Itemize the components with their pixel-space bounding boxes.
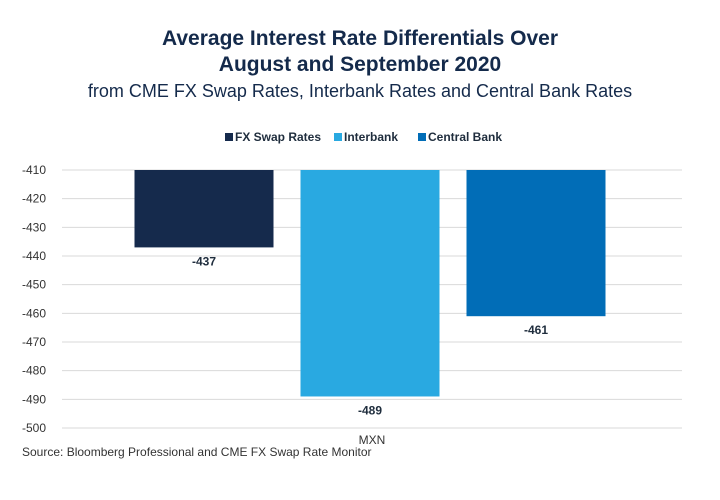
bars bbox=[134, 170, 606, 397]
y-tick-label: -410 bbox=[22, 163, 46, 177]
legend-swatch-interbank bbox=[334, 133, 342, 141]
legend: FX Swap Rates Interbank Central Bank bbox=[225, 130, 502, 144]
legend-label-central-bank: Central Bank bbox=[428, 130, 502, 144]
y-tick-label: -440 bbox=[22, 249, 46, 263]
y-tick-label: -420 bbox=[22, 192, 46, 206]
x-axis: MXN bbox=[359, 433, 386, 447]
y-tick-label: -430 bbox=[22, 220, 46, 234]
chart-title-line2: August and September 2020 bbox=[219, 53, 501, 76]
y-tick-label: -490 bbox=[22, 392, 46, 406]
data-label-fx-swap-rates: -437 bbox=[192, 254, 216, 268]
chart-subtitle: from CME FX Swap Rates, Interbank Rates … bbox=[88, 81, 632, 101]
chart-title-line1: Average Interest Rate Differentials Over bbox=[162, 27, 558, 50]
legend-label-interbank: Interbank bbox=[344, 130, 398, 144]
data-labels: -437 -489 -461 bbox=[192, 254, 548, 417]
source-note: Source: Bloomberg Professional and CME F… bbox=[22, 445, 372, 459]
data-label-central-bank: -461 bbox=[524, 323, 548, 337]
y-tick-label: -480 bbox=[22, 364, 46, 378]
legend-swatch-central-bank bbox=[418, 133, 426, 141]
x-category-label: MXN bbox=[359, 433, 386, 447]
bar-interbank bbox=[300, 170, 440, 397]
data-label-interbank: -489 bbox=[358, 403, 382, 417]
y-tick-label: -470 bbox=[22, 335, 46, 349]
y-tick-label: -460 bbox=[22, 306, 46, 320]
y-tick-label: -500 bbox=[22, 421, 46, 435]
y-tick-label: -450 bbox=[22, 278, 46, 292]
y-axis: -410 -420 -430 -440 -450 -460 -470 -480 -490 -500 bbox=[22, 163, 46, 435]
legend-swatch-fx-swap bbox=[225, 133, 233, 141]
bar-central-bank bbox=[466, 170, 606, 317]
bar-fx-swap-rates bbox=[134, 170, 274, 248]
legend-label-fx-swap: FX Swap Rates bbox=[235, 130, 321, 144]
